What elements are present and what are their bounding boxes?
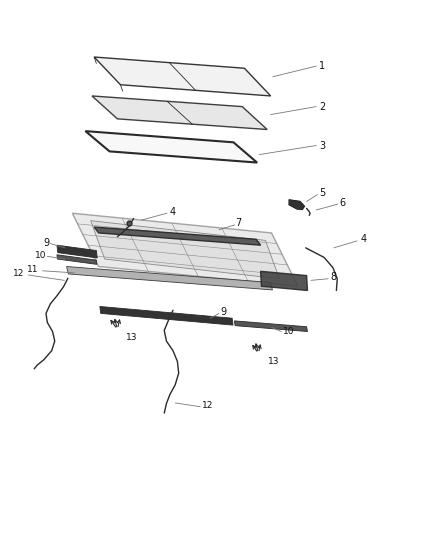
Polygon shape: [234, 321, 307, 332]
Text: 4: 4: [170, 207, 176, 216]
Text: 6: 6: [339, 198, 346, 207]
Text: 7: 7: [236, 219, 242, 228]
Polygon shape: [94, 227, 261, 245]
Text: 13: 13: [126, 333, 137, 342]
Text: 5: 5: [319, 188, 325, 198]
Text: 11: 11: [27, 265, 39, 274]
Polygon shape: [57, 255, 97, 264]
Text: 4: 4: [360, 234, 367, 244]
Polygon shape: [92, 96, 267, 130]
Polygon shape: [67, 266, 272, 290]
Text: 13: 13: [268, 357, 279, 366]
Polygon shape: [91, 221, 279, 279]
Text: 9: 9: [220, 307, 226, 317]
Text: 1: 1: [319, 61, 325, 71]
Text: 2: 2: [319, 102, 325, 111]
Polygon shape: [261, 271, 307, 290]
Polygon shape: [85, 131, 257, 163]
Polygon shape: [57, 245, 97, 258]
Text: 8: 8: [331, 272, 337, 282]
Text: 12: 12: [202, 401, 214, 409]
Text: 10: 10: [283, 327, 295, 336]
Text: 3: 3: [319, 141, 325, 150]
Polygon shape: [72, 213, 298, 286]
Text: 10: 10: [35, 252, 46, 260]
Polygon shape: [289, 200, 304, 209]
Text: 12: 12: [13, 269, 25, 278]
Text: 9: 9: [43, 238, 49, 247]
Polygon shape: [100, 306, 233, 325]
Polygon shape: [94, 57, 271, 96]
